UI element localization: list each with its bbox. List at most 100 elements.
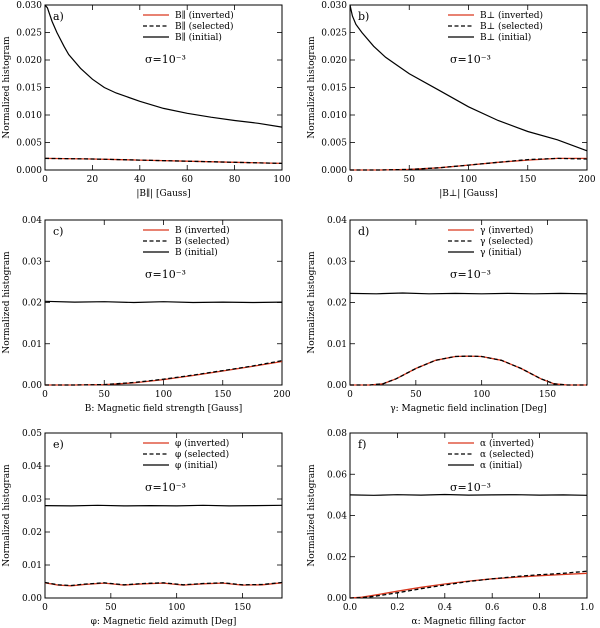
plot-frame [349, 432, 588, 599]
x-tick-label: 100 [273, 175, 290, 185]
series-line-initial [349, 292, 588, 295]
x-tick-label: 200 [578, 175, 595, 185]
y-tick-label: 0.02 [22, 299, 42, 309]
y-tick-label: 0.06 [327, 470, 347, 480]
panel-a: 0 20 40 60 80 100 0.000 0.005 0.010 0.015 0.020 0.0… [2, 1, 291, 199]
y-axis-label: Normalized histogram [307, 251, 317, 354]
x-tick-label: 20 [87, 175, 99, 185]
y-tick-label: 0.000 [16, 166, 42, 176]
y-axis-label: Normalized histogram [307, 464, 317, 567]
legend-label-initial: B⊥ (initial) [480, 32, 531, 43]
series-line-selected [350, 355, 587, 386]
x-tick-label: 0 [347, 175, 353, 185]
x-axis-label: α: Magnetic filling factor [412, 617, 527, 627]
sigma-annotation: σ=10⁻³ [145, 268, 186, 281]
x-tick-label: 50 [404, 175, 416, 185]
panel-label: d) [358, 225, 369, 238]
y-tick-label: 0.04 [327, 512, 347, 522]
y-tick-label: 0.010 [321, 111, 347, 121]
y-tick-label: 0.08 [327, 429, 347, 439]
legend-label-initial: B (initial) [175, 247, 218, 258]
series-line-initial [349, 4, 588, 152]
y-tick-label: 0.025 [16, 29, 42, 39]
panel-c: 0 50 100 150 200 0.00 0.01 0.02 0.03 0.04 B: Magne… [2, 216, 291, 414]
x-axis-label: γ: Magnetic field inclination [Deg] [390, 404, 547, 414]
legend-label-initial: γ (initial) [480, 247, 522, 258]
sigma-annotation: σ=10⁻³ [145, 481, 186, 494]
y-tick-label: 0.01 [22, 340, 42, 350]
y-tick-label: 0.00 [327, 381, 347, 391]
x-tick-label: 40 [134, 175, 146, 185]
y-tick-label: 0.005 [16, 139, 42, 149]
panel-f: 0.0 0.2 0.4 0.6 0.8 1.0 0.00 0.02 0.04 0.06 0.08 α:… [307, 429, 594, 627]
series-line-inverted [349, 572, 588, 599]
y-tick-label: 0.01 [22, 561, 42, 571]
y-tick-label: 0.020 [16, 56, 42, 66]
plot-frame [44, 4, 283, 171]
series-line-initial [44, 300, 283, 304]
y-tick-label: 0.00 [22, 381, 42, 391]
series-line-selected [44, 581, 283, 587]
x-axis-label: B: Magnetic field strength [Gauss] [85, 404, 243, 414]
series-line-selected [45, 360, 283, 386]
plot-frame [349, 4, 588, 171]
x-tick-label: 0.6 [485, 603, 500, 613]
plot-frame [44, 432, 283, 599]
x-tick-label: 0 [42, 390, 48, 400]
x-tick-label: 100 [460, 175, 477, 185]
y-axis-label: Normalized histogram [307, 36, 317, 139]
series-line-initial [349, 493, 588, 496]
x-axis-label: |B⊥| [Gauss] [439, 189, 498, 199]
panel-label: f) [358, 438, 366, 451]
x-tick-label: 150 [214, 390, 231, 400]
x-tick-label: 0 [42, 603, 48, 613]
plot-frame [349, 219, 588, 386]
legend-label-selected: φ (selected) [175, 449, 229, 460]
panel-b: 0 50 100 150 200 0.000 0.005 0.010 0.015 0.020 0.0… [307, 1, 596, 199]
x-tick-label: 0.0 [343, 603, 358, 613]
series-line-initial [44, 504, 283, 507]
x-tick-label: 1.0 [580, 603, 595, 613]
sigma-annotation: σ=10⁻³ [450, 268, 491, 281]
x-tick-label: 0.4 [438, 603, 453, 613]
panel-label: e) [53, 438, 64, 451]
panel-e: 0 50 100 150 0.00 0.01 0.02 0.03 0.04 0.05 φ: Magn… [2, 429, 283, 627]
y-tick-label: 0.010 [16, 111, 42, 121]
legend-label-inverted: B⊥ (inverted) [480, 10, 543, 21]
x-tick-label: 50 [99, 390, 111, 400]
y-axis-label: Normalized histogram [2, 251, 12, 354]
y-tick-label: 0.02 [22, 528, 42, 538]
x-tick-label: 80 [229, 175, 241, 185]
x-tick-label: 200 [273, 390, 290, 400]
legend-label-selected: B⊥ (selected) [480, 21, 543, 32]
y-axis-label: Normalized histogram [2, 36, 12, 139]
x-tick-label: 50 [105, 603, 117, 613]
y-tick-label: 0.03 [327, 257, 347, 267]
y-tick-label: 0.025 [321, 29, 347, 39]
x-tick-label: 100 [168, 603, 185, 613]
y-tick-label: 0.03 [22, 257, 42, 267]
y-tick-label: 0.00 [327, 594, 347, 604]
legend-label-inverted: φ (inverted) [175, 438, 229, 449]
x-tick-label: 100 [155, 390, 172, 400]
series-line-inverted [350, 355, 587, 386]
legend-label-inverted: B∥ (inverted) [175, 10, 234, 21]
series-line-initial [44, 4, 283, 128]
x-tick-label: 0 [42, 175, 48, 185]
y-axis-label: Normalized histogram [2, 464, 12, 567]
x-tick-label: 150 [539, 390, 556, 400]
x-tick-label: 60 [181, 175, 193, 185]
y-tick-label: 0.015 [16, 84, 42, 94]
legend-label-selected: α (selected) [480, 449, 534, 460]
y-tick-label: 0.04 [22, 216, 42, 226]
legend-label-initial: α (initial) [480, 460, 522, 471]
y-tick-label: 0.030 [321, 1, 347, 11]
y-tick-label: 0.000 [321, 166, 347, 176]
series-line-selected [350, 157, 588, 171]
legend-label-inverted: B (inverted) [175, 225, 230, 236]
legend-label-initial: φ (initial) [175, 460, 217, 471]
legend-label-selected: B∥ (selected) [175, 21, 234, 32]
legend-label-inverted: α (inverted) [480, 438, 534, 449]
legend-label-inverted: γ (inverted) [480, 225, 533, 236]
legend-label-initial: B∥ (initial) [175, 32, 222, 43]
